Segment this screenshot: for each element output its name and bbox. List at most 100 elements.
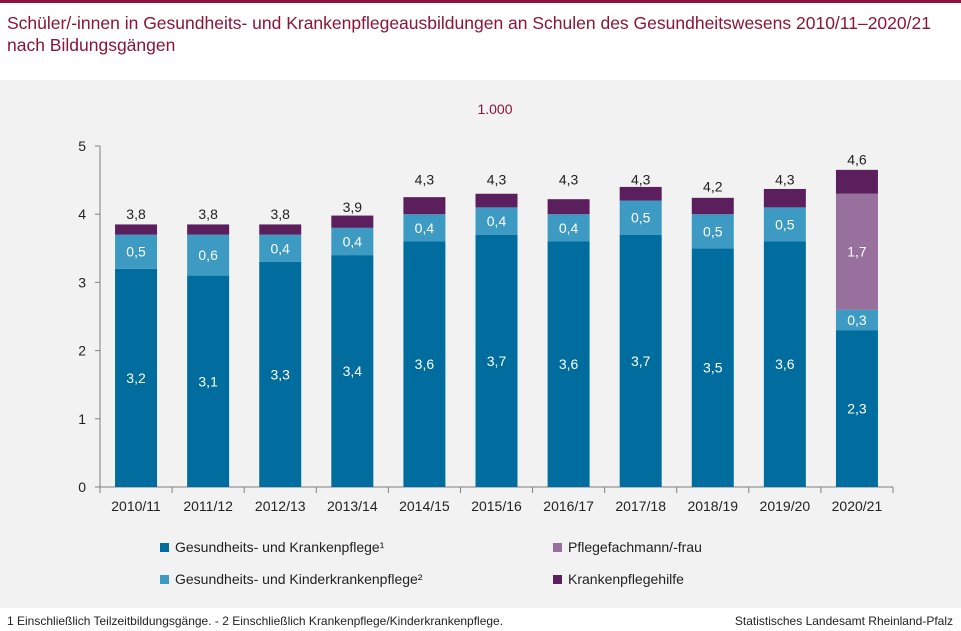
bar-segment xyxy=(619,234,662,487)
bar-segment xyxy=(835,193,878,310)
legend-label: Krankenpflegehilfe xyxy=(568,571,684,587)
data-label: 3,5 xyxy=(703,360,723,376)
bar-segment xyxy=(835,169,878,194)
data-label: 1,7 xyxy=(847,244,867,260)
data-label: 3,2 xyxy=(126,370,146,386)
bar-segment xyxy=(403,214,446,242)
total-label: 4,3 xyxy=(487,172,507,188)
bar-segment xyxy=(331,227,374,256)
legend-swatch xyxy=(160,574,169,584)
data-label: 0,5 xyxy=(775,216,795,232)
data-label: 3,6 xyxy=(559,356,579,372)
total-label: 4,2 xyxy=(703,179,723,195)
legend-item: Krankenpflegehilfe xyxy=(553,571,684,587)
data-label: 2,3 xyxy=(847,401,867,417)
data-label: 3,4 xyxy=(343,363,363,379)
bar-segment xyxy=(691,248,734,487)
bar-segment xyxy=(331,215,374,228)
total-label: 3,9 xyxy=(343,199,363,215)
bar-segment xyxy=(403,241,446,487)
legend-item: Gesundheits- und Kinderkrankenpflege² xyxy=(160,571,423,587)
legend-swatch xyxy=(160,542,169,552)
legend-label: Gesundheits- und Krankenpflege¹ xyxy=(175,539,385,555)
bar-segment xyxy=(259,261,302,487)
bar-segment xyxy=(259,224,302,235)
data-label: 3,6 xyxy=(775,356,795,372)
bar-segment xyxy=(763,188,806,208)
source-label: Statistisches Landesamt Rheinland-Pfalz xyxy=(734,614,953,628)
bar-segment xyxy=(475,207,518,235)
bar-segment xyxy=(547,241,590,487)
bar-segment xyxy=(115,224,158,235)
data-label: 0,3 xyxy=(847,312,867,328)
data-label: 0,4 xyxy=(487,213,507,229)
y-tick-label: 3 xyxy=(78,274,86,290)
data-label: 3,1 xyxy=(198,373,218,389)
total-label: 3,8 xyxy=(198,206,218,222)
data-label: 0,4 xyxy=(270,240,290,256)
bar-segment xyxy=(475,193,518,208)
x-tick-label: 2011/12 xyxy=(183,498,233,514)
y-tick-label: 5 xyxy=(78,138,86,154)
legend: Gesundheits- und Krankenpflege¹ Pflegefac… xyxy=(160,533,780,593)
bar-segment xyxy=(475,234,518,487)
bar-segment xyxy=(691,197,734,215)
total-label: 4,3 xyxy=(415,172,435,188)
data-label: 0,5 xyxy=(703,223,723,239)
total-label: 4,3 xyxy=(559,172,579,188)
legend-item: Pflegefachmann/-frau xyxy=(553,539,702,555)
y-tick-label: 1 xyxy=(78,411,86,427)
total-label: 4,3 xyxy=(631,172,651,188)
data-label: 3,7 xyxy=(487,353,507,369)
total-label: 4,6 xyxy=(847,151,867,167)
bar-segment xyxy=(619,186,662,201)
bar-segment xyxy=(691,214,734,249)
data-label: 0,5 xyxy=(126,244,146,260)
bar-segment xyxy=(259,234,302,262)
bar-segment xyxy=(547,199,590,215)
data-label: 3,6 xyxy=(415,356,435,372)
x-tick-label: 2010/11 xyxy=(111,498,161,514)
data-label: 0,5 xyxy=(631,210,651,226)
total-label: 4,3 xyxy=(775,172,795,188)
bar-segment xyxy=(763,207,806,242)
bar-segment xyxy=(619,200,662,235)
legend-label: Gesundheits- und Kinderkrankenpflege² xyxy=(175,571,423,587)
bar-segment xyxy=(331,255,374,487)
legend-swatch xyxy=(553,574,562,584)
bar-segment xyxy=(115,268,158,487)
total-label: 3,8 xyxy=(270,206,290,222)
y-tick-label: 0 xyxy=(78,479,86,495)
unit-label: 1.000 xyxy=(477,101,513,117)
data-label: 3,3 xyxy=(270,366,290,382)
bar-segment xyxy=(763,241,806,487)
top-accent-line xyxy=(0,0,961,3)
x-tick-label: 2016/17 xyxy=(543,498,594,514)
legend-label: Pflegefachmann/-frau xyxy=(568,539,702,555)
bar-segment xyxy=(547,214,590,242)
bar-segment xyxy=(835,330,878,487)
x-tick-label: 2017/18 xyxy=(615,498,666,514)
bar-segment xyxy=(403,197,446,215)
bar-segment xyxy=(835,309,878,331)
bar-segment xyxy=(187,224,230,235)
x-tick-label: 2019/20 xyxy=(760,498,811,514)
data-label: 0,6 xyxy=(198,247,218,263)
data-label: 0,4 xyxy=(415,220,435,236)
legend-swatch xyxy=(553,542,562,552)
x-tick-label: 2012/13 xyxy=(255,498,306,514)
footnote: 1 Einschließlich Teilzeitbildungsgänge. … xyxy=(7,614,504,628)
legend-item: Gesundheits- und Krankenpflege¹ xyxy=(160,539,384,555)
data-label: 0,4 xyxy=(559,220,579,236)
data-label: 3,7 xyxy=(631,353,651,369)
bar-segment xyxy=(115,234,158,269)
y-tick-label: 2 xyxy=(78,343,86,359)
bar-segment xyxy=(187,234,230,276)
chart-title: Schüler/-innen in Gesundheits- und Krank… xyxy=(7,13,931,55)
x-tick-label: 2015/16 xyxy=(471,498,522,514)
x-tick-label: 2013/14 xyxy=(327,498,378,514)
total-label: 3,8 xyxy=(126,206,146,222)
y-tick-label: 4 xyxy=(78,206,86,222)
bar-segment xyxy=(187,275,230,487)
